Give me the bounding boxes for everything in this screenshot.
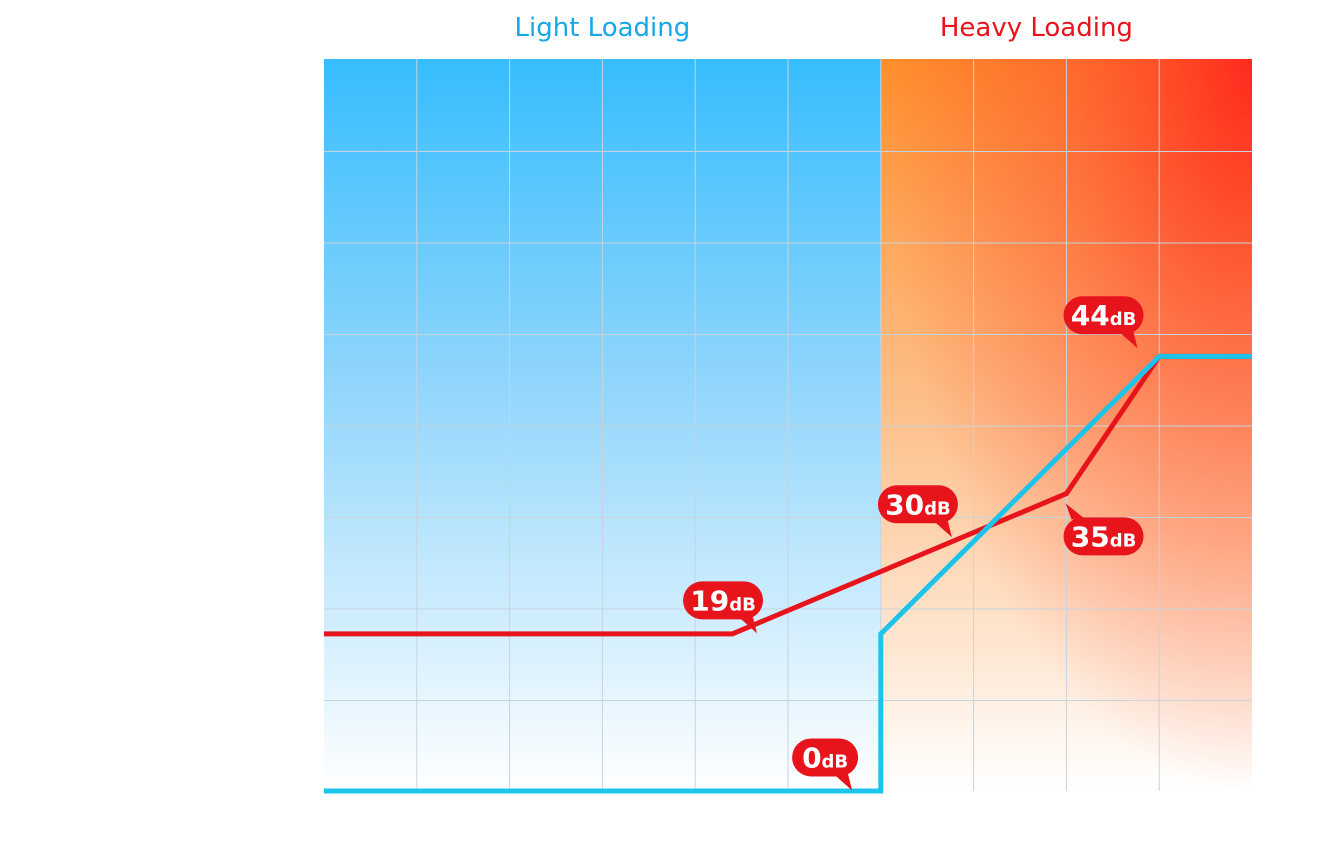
value-callout: 19dB <box>683 581 764 634</box>
series-lines <box>324 353 1252 794</box>
zone-label: Light Loading <box>515 13 691 43</box>
zone-label: Heavy Loading <box>940 13 1133 43</box>
callout-value: 35 <box>1071 520 1110 553</box>
value-callout: 0dB <box>792 738 859 791</box>
callout-bubble <box>877 485 958 524</box>
callout-bubble <box>1063 296 1144 335</box>
callout-unit: dB <box>1110 530 1137 551</box>
callout-label: 44dB <box>1071 299 1137 332</box>
value-callout: 30dB <box>877 485 958 538</box>
callout-pointer <box>1119 332 1138 349</box>
callout-pointer <box>834 774 853 791</box>
callout-unit: dB <box>729 594 756 615</box>
callout-bubble <box>792 738 859 777</box>
callout-bubble <box>683 581 764 620</box>
value-callout: 35dB <box>1063 503 1144 556</box>
zone-labels: Light Loading Heavy Loading <box>515 13 1133 43</box>
callout-value: 30 <box>885 488 924 521</box>
callout-pointer <box>739 617 758 634</box>
callout-unit: dB <box>924 498 951 519</box>
callout-label: 19dB <box>690 584 756 617</box>
callout-unit: dB <box>822 751 849 772</box>
callout-unit: dB <box>1110 309 1137 330</box>
callout-value: 44 <box>1071 299 1110 332</box>
callout-pointer <box>1065 503 1086 520</box>
value-callout: 44dB <box>1063 296 1144 349</box>
callout-label: 35dB <box>1071 520 1137 553</box>
callout-pointer <box>933 521 952 538</box>
callout-value: 0 <box>802 741 821 774</box>
callout-label: 30dB <box>885 488 951 521</box>
callout-label: 0dB <box>802 741 848 774</box>
callout-value: 19 <box>690 584 729 617</box>
series-line <box>324 353 1252 794</box>
callout-bubble <box>1063 517 1144 556</box>
